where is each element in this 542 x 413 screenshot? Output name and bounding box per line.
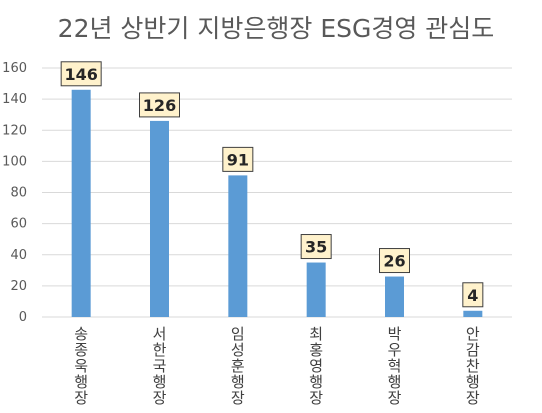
y-axis-tick-labels: 0 20 40 60 80 100 120 140 160 [2,61,27,325]
y-tick-label: 0 [19,310,27,325]
bar [306,262,326,317]
data-label-box [462,282,484,308]
bar [71,89,91,317]
data-label: 146 [60,61,102,87]
data-label-text: 26 [383,252,405,271]
y-tick-label: 160 [2,61,27,76]
data-labels: 146 126 91 35 26 4 [60,61,484,308]
y-tick-label: 120 [2,123,27,138]
data-label-text: 126 [143,96,176,115]
data-label-text: 35 [305,238,327,257]
data-label: 91 [222,146,254,172]
bar [228,175,248,317]
data-label-box [60,61,102,87]
data-label: 35 [300,234,332,260]
bars [71,89,483,317]
y-tick-label: 100 [2,154,27,169]
bar [150,120,169,317]
data-label-text: 91 [227,150,249,169]
data-label-box [379,248,410,274]
category-labels: 송 종 욱 행 장 서 한 국 행 장 임 성 훈 행 장 최 홍 영 행 장 박 우 혁 행 장 안 감 찬 행 장 [74,325,480,407]
data-label: 26 [379,248,410,274]
y-tick-label: 60 [10,217,27,232]
data-label-text: 4 [467,286,478,305]
data-label-box [139,92,180,118]
gridlines [42,67,512,318]
data-label-box [300,234,332,260]
data-label-text: 146 [64,65,97,84]
data-label: 126 [139,92,180,118]
chart-title: 22년 상반기 지방은행장 ESG경영 관심도 [58,14,495,43]
y-tick-label: 40 [10,248,27,263]
data-label-box [222,146,254,172]
data-label: 4 [462,282,484,308]
y-tick-label: 140 [2,92,27,107]
y-tick-label: 20 [10,279,27,294]
bar [385,276,404,317]
y-tick-label: 80 [10,186,27,201]
bar [463,310,483,317]
